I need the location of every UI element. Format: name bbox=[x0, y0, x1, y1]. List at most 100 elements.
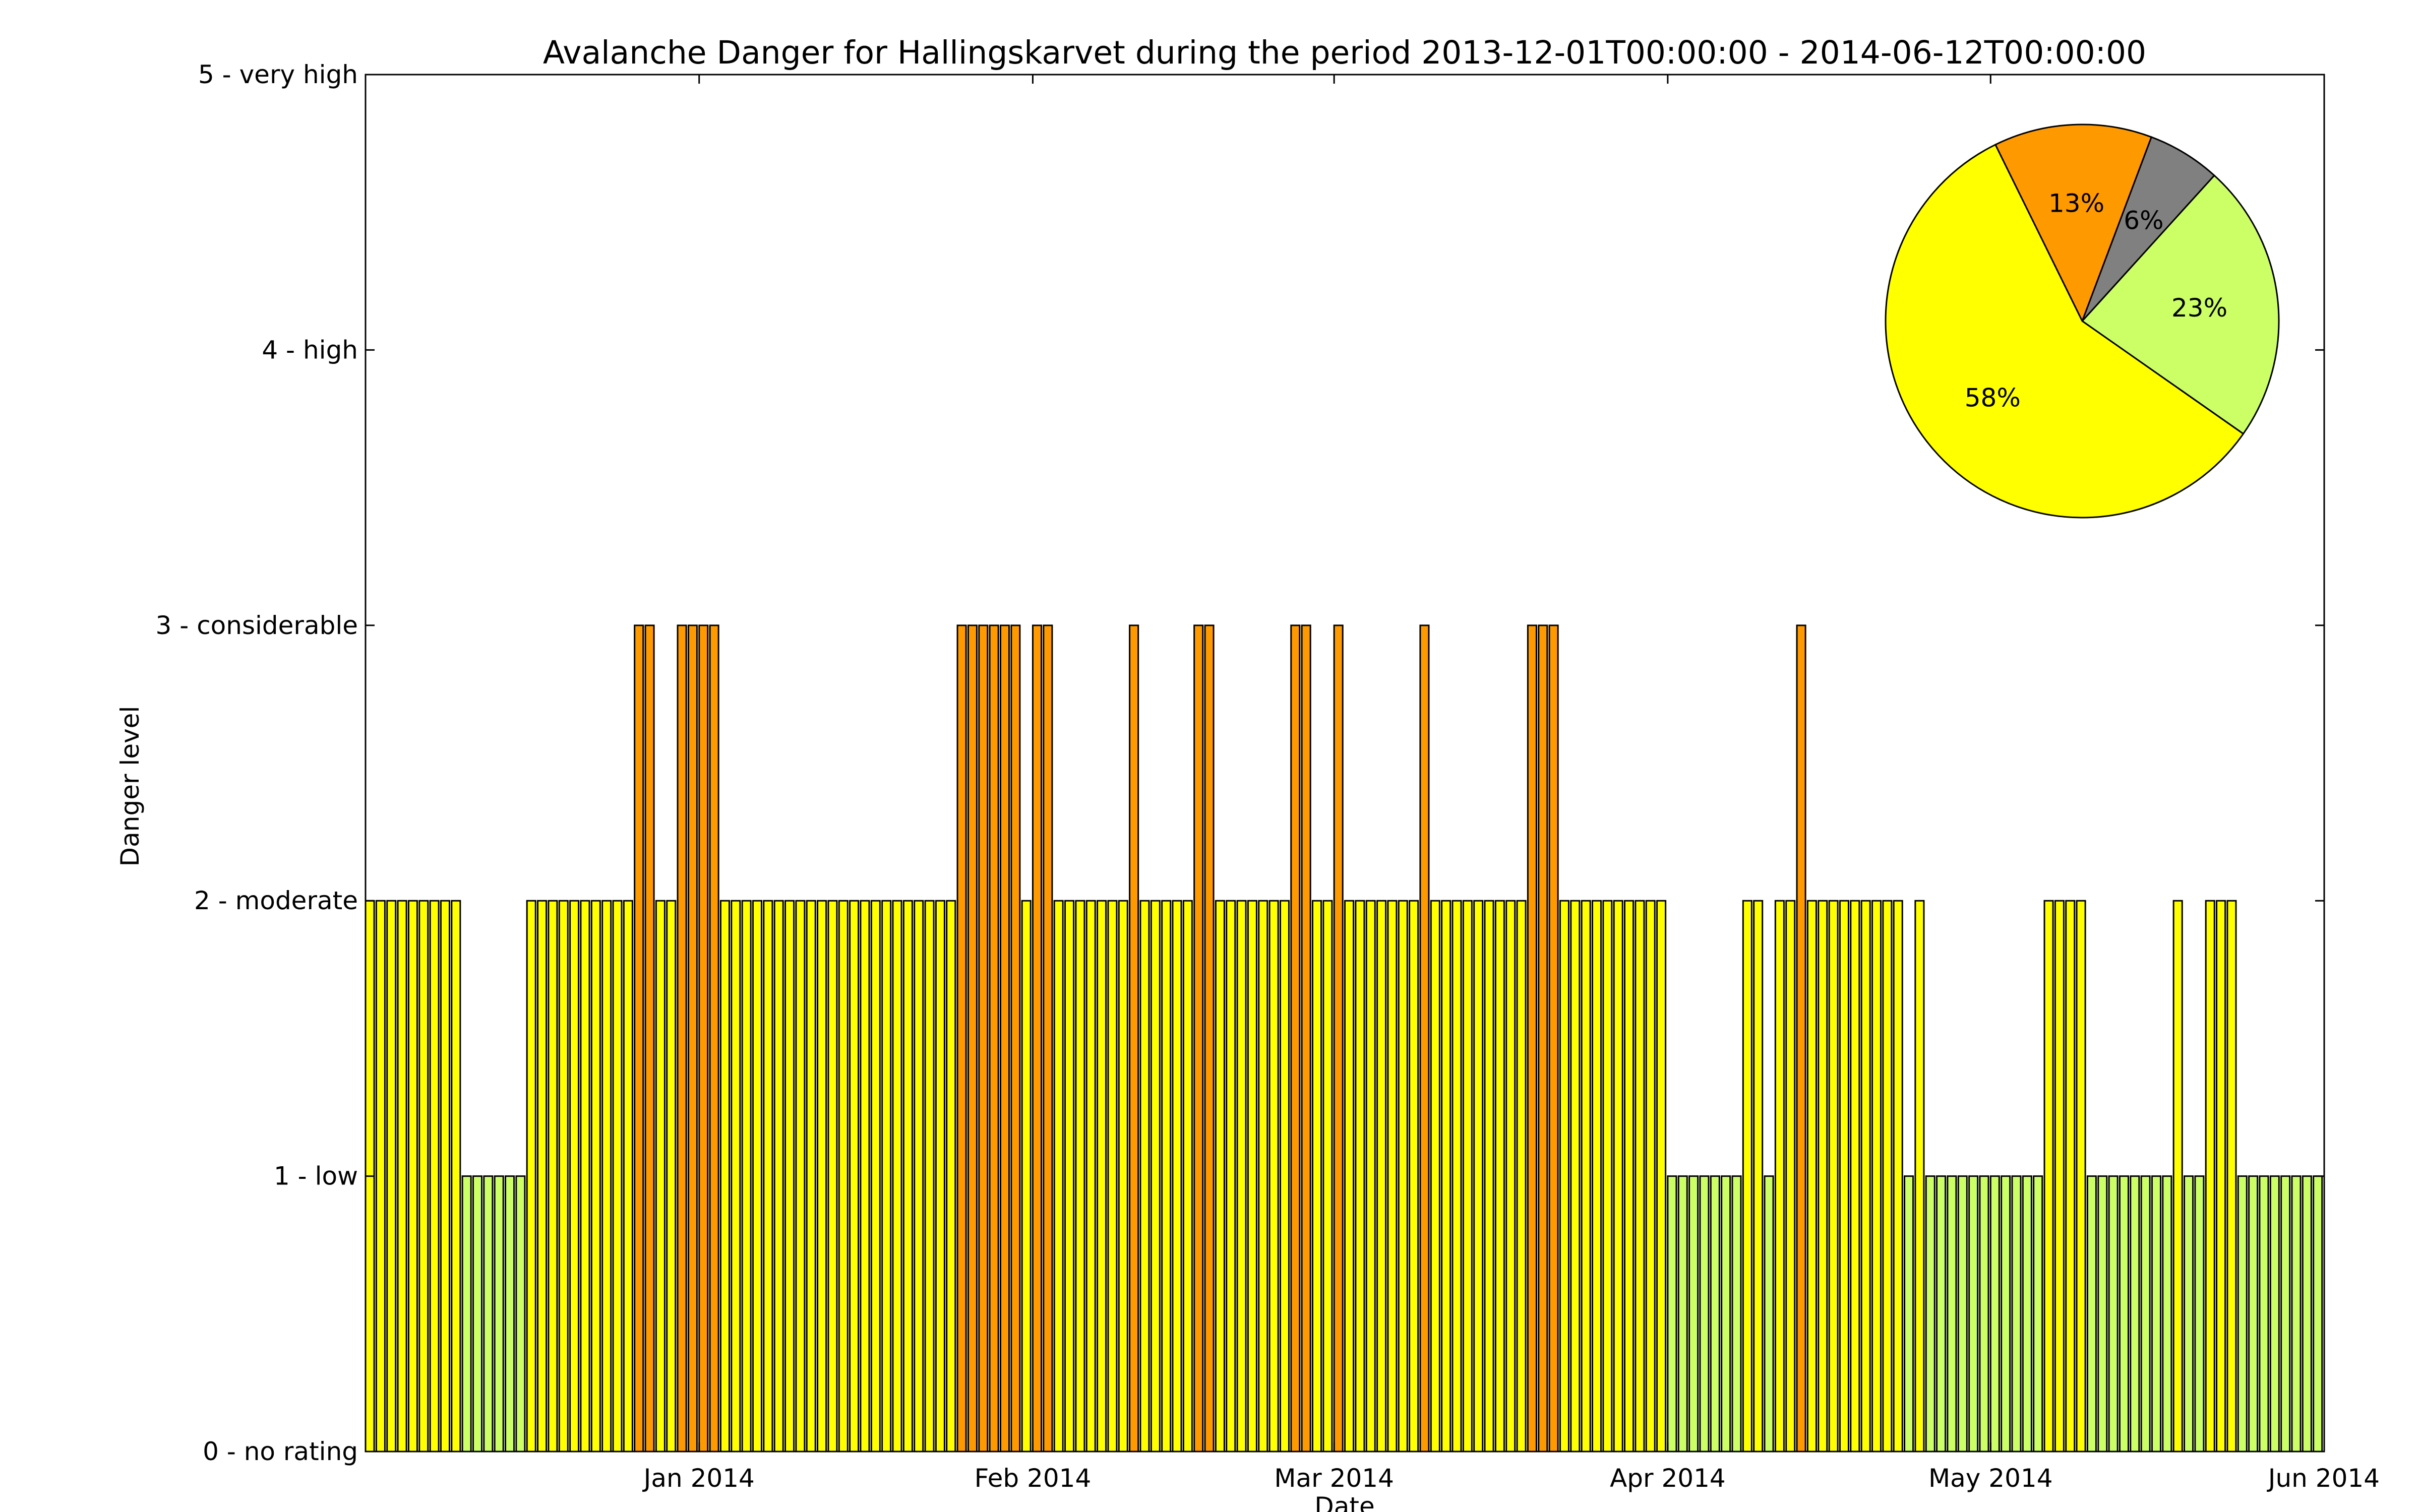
bar bbox=[914, 900, 924, 1453]
bar bbox=[946, 900, 956, 1453]
x-tick-label: Feb 2014 bbox=[975, 1464, 1092, 1493]
bar bbox=[902, 900, 913, 1453]
y-tick-label: 5 - very high bbox=[198, 60, 358, 89]
bar bbox=[1904, 1175, 1914, 1453]
bar bbox=[989, 624, 999, 1453]
bar bbox=[2302, 1175, 2312, 1453]
bar bbox=[1290, 624, 1301, 1453]
bar bbox=[1161, 900, 1172, 1453]
bar bbox=[2151, 1175, 2162, 1453]
bar bbox=[1215, 900, 1225, 1453]
bar bbox=[967, 624, 978, 1453]
bar bbox=[1699, 1175, 1710, 1453]
bar bbox=[2216, 900, 2226, 1453]
bar bbox=[515, 1175, 526, 1453]
bar bbox=[397, 900, 407, 1453]
bar bbox=[1494, 900, 1505, 1453]
x-axis: Jan 2014 Feb 2014 Mar 2014 Apr 2014 May 2014… bbox=[642, 75, 2380, 1493]
bar bbox=[1409, 900, 1419, 1453]
bar bbox=[1882, 900, 1893, 1453]
bar bbox=[1075, 900, 1085, 1453]
bar bbox=[1268, 900, 1279, 1453]
bar bbox=[978, 624, 989, 1453]
bar bbox=[1473, 900, 1484, 1453]
bar bbox=[817, 900, 827, 1453]
bar bbox=[440, 900, 450, 1453]
bar bbox=[1462, 900, 1473, 1453]
bar bbox=[1828, 900, 1839, 1453]
bar bbox=[2011, 1175, 2022, 1453]
bar bbox=[2162, 1175, 2172, 1453]
bar bbox=[1947, 1175, 1957, 1453]
bar bbox=[698, 624, 709, 1453]
bar bbox=[1387, 900, 1398, 1453]
bar bbox=[784, 900, 795, 1453]
bar bbox=[1376, 900, 1387, 1453]
pie-slice-label: 13% bbox=[2048, 188, 2104, 218]
y-tick-label: 4 - high bbox=[262, 335, 358, 364]
bar bbox=[827, 900, 838, 1453]
bar bbox=[612, 900, 623, 1453]
bar bbox=[1365, 900, 1376, 1453]
bar bbox=[634, 624, 644, 1453]
bar bbox=[1258, 900, 1268, 1453]
bar bbox=[655, 900, 666, 1453]
bar bbox=[709, 624, 719, 1453]
bar bbox=[1085, 900, 1096, 1453]
bar bbox=[569, 900, 580, 1453]
bar bbox=[849, 900, 860, 1453]
bar bbox=[1193, 624, 1204, 1453]
pie-slice-label: 23% bbox=[2171, 293, 2227, 323]
bar bbox=[2033, 1175, 2043, 1453]
bar bbox=[1796, 624, 1806, 1453]
bar bbox=[483, 1175, 494, 1453]
bar bbox=[1806, 900, 1817, 1453]
bar bbox=[1333, 624, 1344, 1453]
bar bbox=[558, 900, 569, 1453]
bar bbox=[1559, 900, 1569, 1453]
bar bbox=[2086, 1175, 2097, 1453]
bar bbox=[1226, 900, 1236, 1453]
x-tick-label: Apr 2014 bbox=[1610, 1464, 1726, 1493]
y-tick-label: 3 - considerable bbox=[156, 611, 358, 640]
bar bbox=[806, 900, 816, 1453]
bar bbox=[2022, 1175, 2032, 1453]
bar bbox=[1311, 900, 1322, 1453]
bar bbox=[418, 900, 429, 1453]
bar bbox=[1635, 900, 1645, 1453]
bar bbox=[731, 900, 741, 1453]
bar bbox=[1979, 1175, 1989, 1453]
bar bbox=[1656, 900, 1667, 1453]
bar bbox=[1968, 1175, 1979, 1453]
x-axis-label: Date bbox=[1314, 1492, 1375, 1512]
bar bbox=[1785, 900, 1796, 1453]
bar bbox=[838, 900, 849, 1453]
bar bbox=[2194, 1175, 2205, 1453]
bar bbox=[472, 1175, 483, 1453]
bar bbox=[1914, 900, 1925, 1453]
bar bbox=[526, 900, 536, 1453]
pie-chart: 23% 6% 13% 58% bbox=[1885, 123, 2280, 519]
x-tick-label: Jan 2014 bbox=[642, 1464, 755, 1493]
bar bbox=[461, 1175, 472, 1453]
bar bbox=[881, 900, 892, 1453]
bar bbox=[1538, 624, 1548, 1453]
bar bbox=[1451, 900, 1462, 1453]
bar bbox=[1818, 900, 1828, 1453]
bar bbox=[1645, 900, 1656, 1453]
bar bbox=[537, 900, 548, 1453]
bar bbox=[2184, 1175, 2194, 1453]
bar bbox=[1893, 900, 1903, 1453]
bar bbox=[2108, 1175, 2119, 1453]
bar bbox=[1624, 900, 1635, 1453]
bar bbox=[2043, 900, 2054, 1453]
bar bbox=[1839, 900, 1849, 1453]
bar bbox=[1118, 900, 1128, 1453]
bar bbox=[2291, 1175, 2302, 1453]
bar bbox=[1139, 900, 1150, 1453]
bar bbox=[1710, 1175, 1720, 1453]
bar bbox=[1129, 624, 1139, 1453]
y-axis-label: Danger level bbox=[115, 706, 145, 867]
bar bbox=[1925, 1175, 1935, 1453]
